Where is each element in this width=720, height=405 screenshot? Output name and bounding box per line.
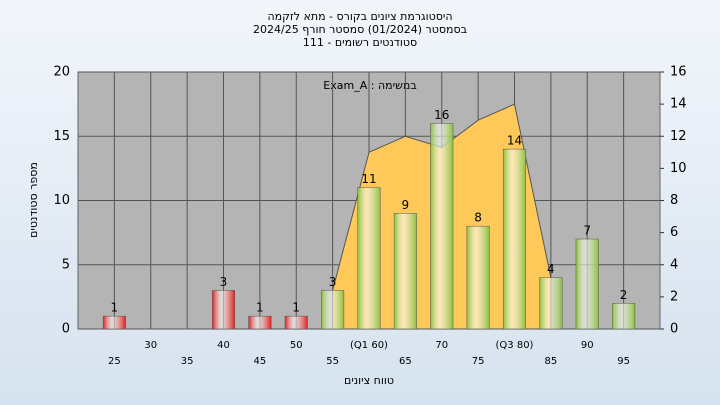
x-tick-label: 95 <box>617 356 630 367</box>
value-label: 14 <box>507 134 522 148</box>
y2-tick-label: 16 <box>670 65 687 80</box>
x-tick-label: 75 <box>472 356 485 367</box>
value-label: 3 <box>220 275 228 289</box>
y2-tick-label: 6 <box>670 225 678 240</box>
bar <box>248 315 272 330</box>
y-tick-label: 10 <box>53 193 70 208</box>
bar <box>321 290 345 330</box>
value-label: 2 <box>620 288 628 302</box>
bar <box>502 148 527 330</box>
bar <box>430 123 454 330</box>
value-label: 1 <box>111 301 119 315</box>
y-axis-label: מספר סטודנטים <box>27 162 40 238</box>
y2-tick-label: 2 <box>670 289 678 304</box>
bar <box>284 315 308 330</box>
value-label: 4 <box>547 262 555 276</box>
y-tick-label: 15 <box>53 129 70 144</box>
x-tick-label: 85 <box>545 356 558 367</box>
bar <box>211 290 236 330</box>
value-label: 11 <box>361 172 376 186</box>
value-label: 16 <box>434 108 449 122</box>
y2-tick-label: 8 <box>670 193 678 208</box>
value-label: 1 <box>256 301 264 315</box>
x-tick-label: (Q1 60) <box>350 340 388 351</box>
y-tick-label: 20 <box>53 65 70 80</box>
x-tick-label: 65 <box>399 356 412 367</box>
x-tick-label: 70 <box>435 340 448 351</box>
x-tick-label: 40 <box>217 340 230 351</box>
bar <box>539 277 563 330</box>
x-tick-label: 30 <box>144 340 157 351</box>
chart-subtitle: בסמסטר (01/2024) סמסטר חורף 2024/25 <box>253 23 467 36</box>
x-tick-label: 25 <box>108 356 121 367</box>
bar <box>612 303 636 330</box>
bar <box>357 187 381 330</box>
y2-tick-label: 0 <box>670 322 678 337</box>
x-tick-label: 45 <box>254 356 267 367</box>
value-label: 8 <box>474 211 482 225</box>
bar <box>102 315 126 330</box>
x-tick-label: 55 <box>326 356 339 367</box>
bar <box>466 225 490 330</box>
annotation: במשימה : Exam_A <box>323 79 416 92</box>
y-tick-label: 0 <box>62 322 70 337</box>
bar <box>393 213 417 330</box>
value-label: 3 <box>329 275 337 289</box>
y2-tick-label: 14 <box>670 97 687 112</box>
chart-subtitle: סטודנטים רשומים - 111 <box>303 36 417 49</box>
y2-tick-label: 10 <box>670 161 687 176</box>
x-tick-label: 90 <box>581 340 594 351</box>
y-tick-label: 5 <box>62 257 70 272</box>
bar <box>575 238 599 330</box>
y2-tick-label: 4 <box>670 257 678 272</box>
value-label: 1 <box>292 301 300 315</box>
value-label: 7 <box>583 224 591 238</box>
chart-title: היסטוגרמת ציונים בקורס - מתא לזקמה <box>267 10 452 23</box>
x-axis-label: טווח ציונים <box>344 374 394 387</box>
x-tick-label: 35 <box>181 356 194 367</box>
x-tick-label: (Q3 80) <box>496 340 534 351</box>
x-tick-label: 50 <box>290 340 303 351</box>
value-label: 9 <box>402 198 410 212</box>
y2-tick-label: 12 <box>670 129 687 144</box>
